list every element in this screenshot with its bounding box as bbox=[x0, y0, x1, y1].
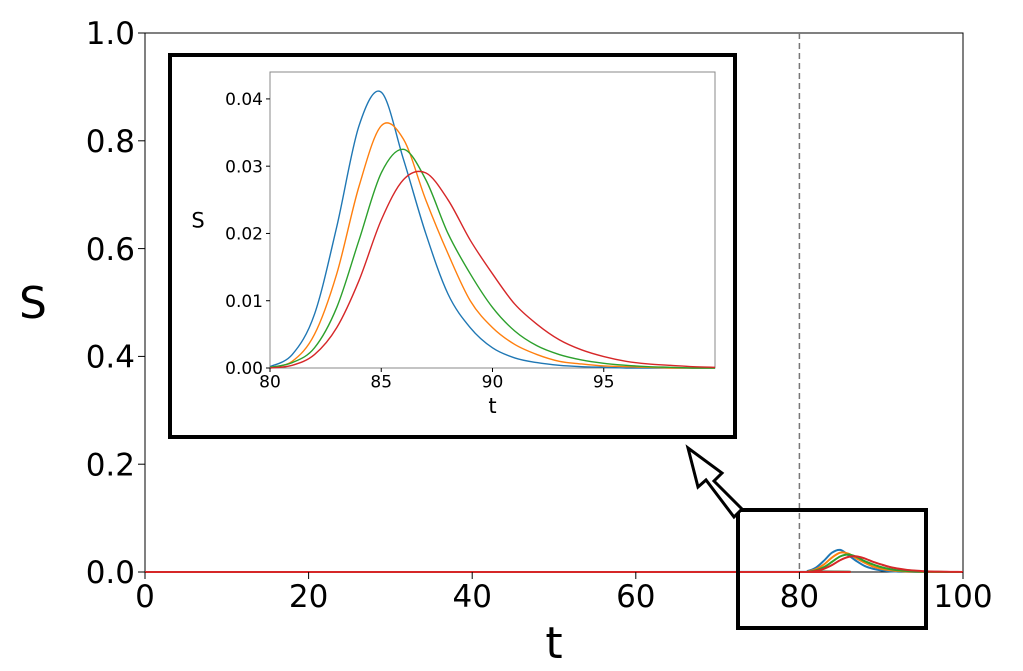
zoom-arrow bbox=[685, 444, 745, 520]
y-tick-label: 0.04 bbox=[225, 90, 263, 110]
series-line bbox=[269, 170, 716, 369]
x-tick-label: 20 bbox=[289, 579, 328, 615]
series-line bbox=[144, 555, 964, 574]
x-tick-label: 0 bbox=[135, 579, 155, 615]
x-axis-label: t bbox=[545, 618, 562, 669]
y-tick-label: 0.02 bbox=[225, 225, 263, 245]
y-tick-label: 0.00 bbox=[225, 359, 263, 379]
series-line bbox=[269, 148, 716, 369]
y-tick-label: 0.2 bbox=[86, 447, 135, 483]
y-axis-label: S bbox=[19, 278, 47, 329]
plot-area bbox=[269, 71, 716, 369]
x-tick-label: 80 bbox=[780, 579, 819, 615]
series-line bbox=[269, 122, 715, 369]
x-tick-label: 60 bbox=[616, 579, 655, 615]
x-tick-label: 40 bbox=[452, 579, 491, 615]
y-tick-label: 0.0 bbox=[86, 555, 135, 591]
y-tick-label: 0.4 bbox=[86, 340, 135, 376]
y-tick-label: 0.03 bbox=[225, 157, 263, 177]
y-tick-label: 1.0 bbox=[86, 16, 135, 52]
x-tick-label: 85 bbox=[370, 372, 392, 392]
x-tick-label: 90 bbox=[482, 372, 504, 392]
x-tick-label: 95 bbox=[593, 372, 615, 392]
y-tick-label: 0.01 bbox=[225, 292, 263, 312]
y-axis-label: S bbox=[191, 208, 204, 232]
x-tick-label: 100 bbox=[933, 579, 992, 615]
inset-plot: 80 85 90 95 0.00 0.01 0.02 0.03 0.04 t S bbox=[191, 71, 716, 418]
zoom-box bbox=[736, 508, 928, 630]
y-tick-label: 0.8 bbox=[86, 124, 135, 160]
x-axis-label: t bbox=[488, 394, 496, 418]
x-tick-label: 80 bbox=[259, 372, 281, 392]
series-line bbox=[269, 90, 715, 369]
y-tick-label: 0.6 bbox=[86, 232, 135, 268]
